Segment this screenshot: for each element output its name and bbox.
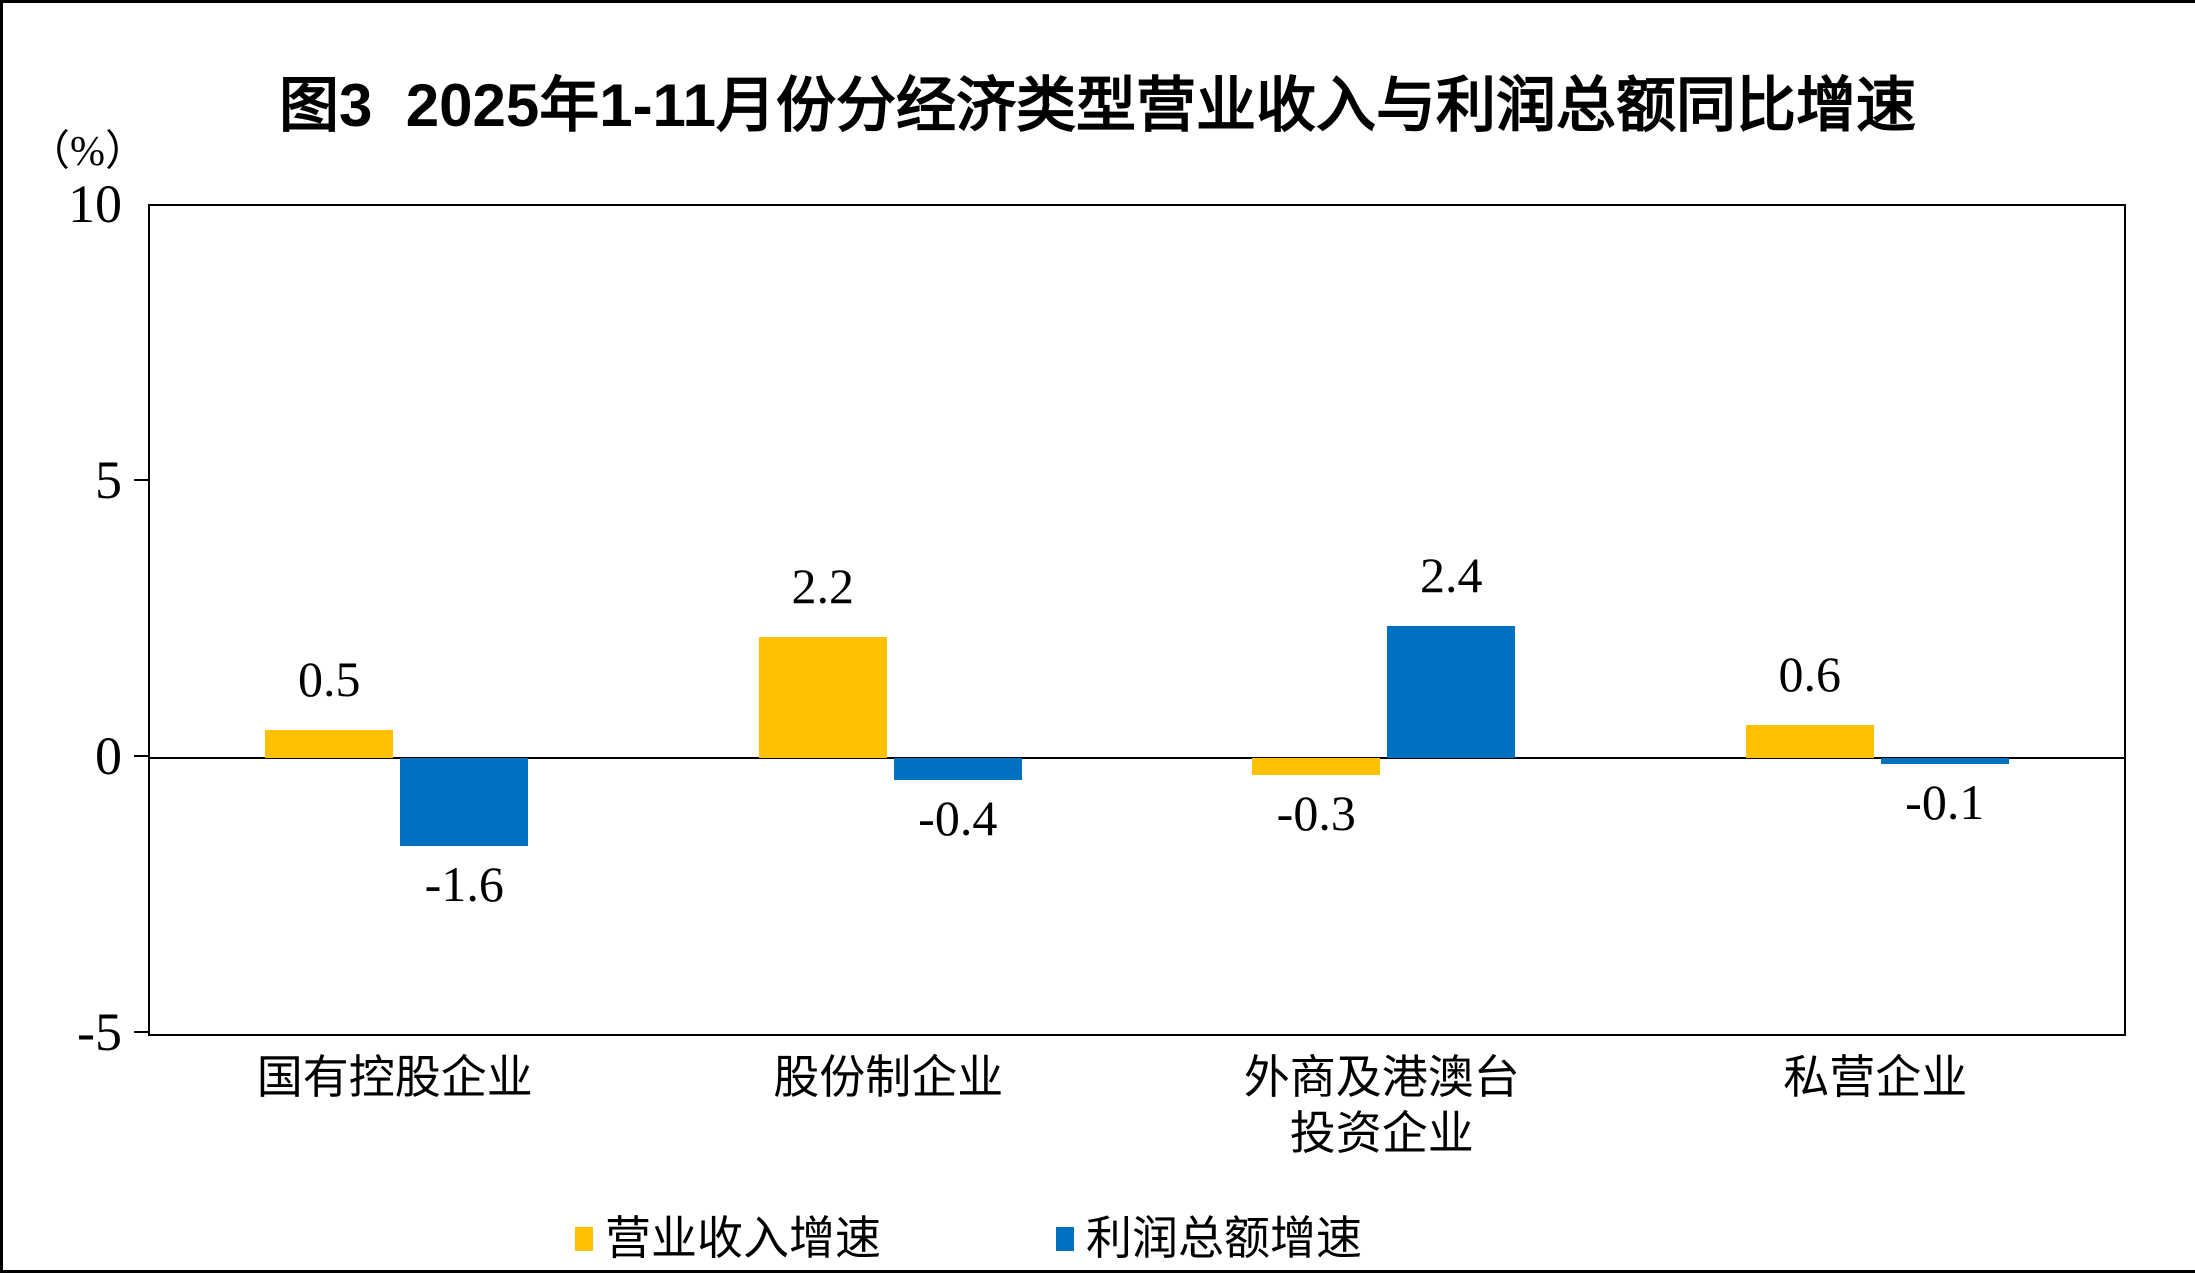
chart-title: 图3 2025年1-11月份分经济类型营业收入与利润总额同比增速 — [279, 72, 1916, 139]
x-category-label-line: 投资企业 — [1289, 1108, 1474, 1159]
x-category-label-line: 国有控股企业 — [256, 1052, 533, 1103]
bar-series1-group2 — [758, 636, 887, 758]
x-category-label-group2: 股份制企业 — [628, 1050, 1148, 1106]
value-label-series1-group4: 0.6 — [1778, 645, 1842, 702]
y-tick-label-10: 10 — [68, 174, 122, 234]
value-label-series2-group1: -1.6 — [424, 856, 504, 913]
y-tick-mark-0 — [134, 755, 148, 757]
legend-label: 利润总额增速 — [1086, 1213, 1362, 1264]
y-tick-mark--5 — [134, 1031, 148, 1033]
y-tick-label-5: 5 — [95, 450, 122, 510]
y-tick-mark-5 — [134, 479, 148, 481]
value-label-series1-group3: -0.3 — [1276, 784, 1356, 841]
value-label-series2-group4: -0.1 — [1905, 773, 1985, 830]
bar-series2-group2 — [893, 758, 1022, 781]
legend-item-2: 利润总额增速 — [1056, 1214, 1362, 1264]
bar-series2-group1 — [400, 758, 529, 847]
x-category-label-group3: 外商及港澳台 投资企业 — [1122, 1050, 1642, 1162]
x-category-label-line: 外商及港澳台 — [1243, 1052, 1520, 1103]
y-tick-label--5: -5 — [77, 1002, 122, 1062]
value-label-series2-group3: 2.4 — [1420, 546, 1483, 603]
bar-series2-group4 — [1880, 758, 2009, 764]
plot-area: 0.5 2.2 -0.3 0.6 -1.6 -0.4 2.4 -0.1 — [148, 204, 2126, 1036]
value-label-series1-group2: 2.2 — [791, 557, 855, 614]
value-label-series2-group2: -0.4 — [918, 790, 998, 847]
x-category-label-group4: 私营企业 — [1615, 1050, 2135, 1106]
value-label-series1-group1: 0.5 — [298, 651, 361, 708]
legend-item-1: 营业收入增速 — [575, 1214, 881, 1264]
x-category-label-line: 股份制企业 — [773, 1052, 1004, 1103]
x-category-label-line: 私营企业 — [1783, 1052, 1968, 1103]
bar-series1-group4 — [1745, 724, 1874, 758]
y-axis-unit-label: （%） — [28, 129, 147, 175]
legend-swatch-icon — [575, 1227, 593, 1251]
zero-gridline — [150, 757, 2124, 759]
bar-series1-group3 — [1252, 758, 1381, 775]
bar-series2-group3 — [1387, 625, 1516, 758]
legend: 营业收入增速 利润总额增速 — [575, 1214, 1362, 1264]
legend-label: 营业收入增速 — [605, 1213, 881, 1264]
y-tick-label-0: 0 — [95, 726, 122, 786]
bar-series1-group1 — [265, 730, 394, 758]
legend-swatch-icon — [1056, 1227, 1074, 1251]
x-category-label-group1: 国有控股企业 — [135, 1050, 655, 1106]
